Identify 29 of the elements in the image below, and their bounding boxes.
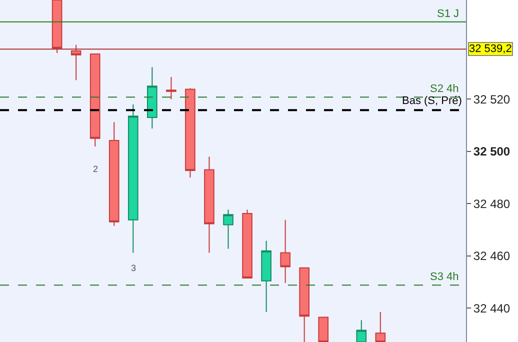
candlestick: [280, 219, 290, 284]
y-tick-label: 32 480: [473, 196, 510, 211]
candlestick: [128, 104, 138, 254]
ref-line-label: S2 4h: [430, 83, 459, 95]
candlestick: [90, 54, 100, 147]
y-tick-label: 32 500: [473, 144, 510, 159]
ref-line-label: S3 4h: [430, 271, 459, 283]
y-tick-label: 32 520: [473, 92, 510, 106]
candlestick: [318, 316, 329, 342]
ref-line-label: Bas (S, Pré): [402, 95, 462, 107]
y-tick-label: 32 440: [473, 301, 510, 316]
candlestick: [261, 240, 272, 312]
candlestick: [147, 66, 158, 129]
ref-line-label: S1 J: [437, 8, 460, 20]
candlestick: [52, 0, 62, 54]
candlestick: [204, 156, 214, 254]
candlestick: [108, 122, 120, 226]
candlestick: [242, 209, 252, 279]
candlestick: [70, 44, 82, 81]
ref-line-label: 32 539,2: [469, 43, 512, 55]
candlestick: [356, 320, 367, 342]
candlestick: [185, 88, 196, 178]
annotation: 3: [131, 263, 136, 273]
y-tick-label: 32 460: [473, 249, 510, 264]
candlestick: [299, 267, 310, 342]
candlestick: [166, 76, 176, 100]
candlestick: [223, 209, 234, 250]
annotation: 2: [93, 164, 98, 174]
candlestick: [375, 311, 386, 342]
